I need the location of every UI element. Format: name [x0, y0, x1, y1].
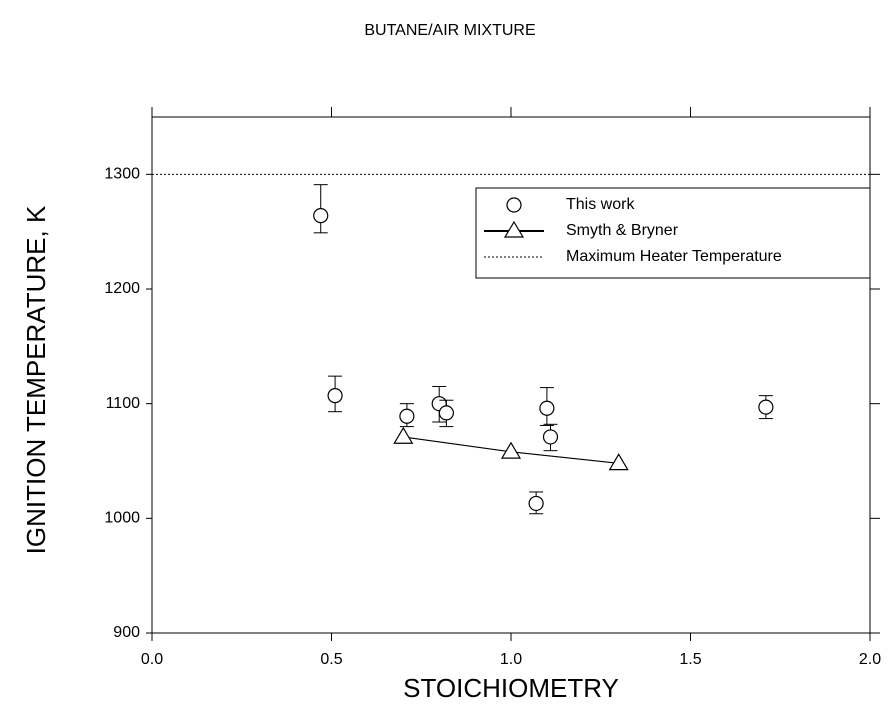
- marker-triangle: [393, 426, 414, 444]
- marker-circle: [539, 400, 555, 416]
- x-tick-label: 2.0: [859, 651, 881, 668]
- x-tick-label: 0.5: [320, 651, 342, 668]
- legend-label: This work: [566, 196, 635, 213]
- y-tick-label: 1300: [104, 166, 140, 183]
- marker-circle: [399, 408, 415, 424]
- marker-circle: [327, 388, 343, 404]
- y-tick-label: 1000: [104, 510, 140, 527]
- y-tick-label: 1200: [104, 280, 140, 297]
- marker-circle: [528, 495, 544, 512]
- legend-label: Maximum Heater Temperature: [566, 248, 782, 265]
- y-tick-label: 900: [113, 624, 140, 641]
- legend-marker: [506, 197, 522, 213]
- marker-circle: [313, 208, 329, 224]
- marker-circle: [438, 405, 454, 421]
- x-tick-label: 1.5: [679, 651, 701, 668]
- y-axis-label: IGNITION TEMPERATURE, K: [21, 205, 51, 554]
- x-tick-label: 0.0: [141, 651, 163, 668]
- marker-circle: [542, 429, 559, 445]
- chart-title: BUTANE/AIR MIXTURE: [364, 22, 535, 39]
- marker-circle: [758, 399, 774, 415]
- legend-box: [475, 187, 871, 279]
- legend-marker: [503, 220, 525, 238]
- x-tick-label: 1.0: [500, 651, 522, 668]
- legend-label: Smyth & Bryner: [566, 222, 679, 239]
- x-axis-label: STOICHIOMETRY: [403, 673, 619, 703]
- marker-triangle: [500, 441, 522, 459]
- marker-triangle: [608, 453, 629, 471]
- y-tick-label: 1100: [106, 395, 141, 412]
